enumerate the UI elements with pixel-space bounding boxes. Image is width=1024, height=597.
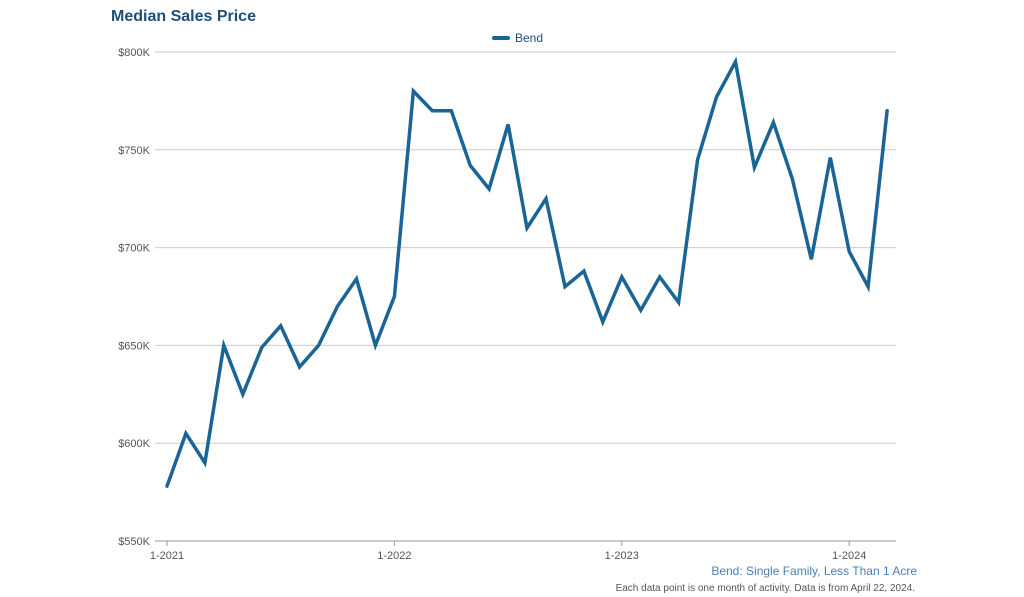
grid-lines — [155, 51, 896, 542]
y-tick-label: $650K — [118, 340, 150, 352]
series-layer — [165, 56, 889, 488]
x-tick-label: 1-2024 — [832, 550, 866, 562]
chart-footnote: Each data point is one month of activity… — [615, 583, 915, 594]
legend-swatch — [492, 36, 510, 40]
axes: $550K $600K $650K $700K $750K $800K 1-2021 1-20… — [118, 47, 896, 562]
y-tick-label: $700K — [118, 243, 150, 255]
x-tick-label: 1-2021 — [150, 550, 184, 562]
y-tick-label: $750K — [118, 145, 150, 157]
chart-title: Median Sales Price — [111, 8, 256, 25]
x-tick-label: 1-2022 — [377, 550, 411, 562]
x-tick-label: 1-2023 — [605, 550, 639, 562]
y-tick-label: $600K — [118, 438, 150, 450]
y-tick-label: $550K — [118, 536, 150, 548]
legend: Bend — [492, 31, 543, 45]
chart-subtitle-note: Bend: Single Family, Less Than 1 Acre — [711, 564, 917, 578]
y-tick-label: $800K — [118, 47, 150, 59]
series-line-bend — [165, 56, 889, 488]
legend-label: Bend — [515, 31, 544, 45]
